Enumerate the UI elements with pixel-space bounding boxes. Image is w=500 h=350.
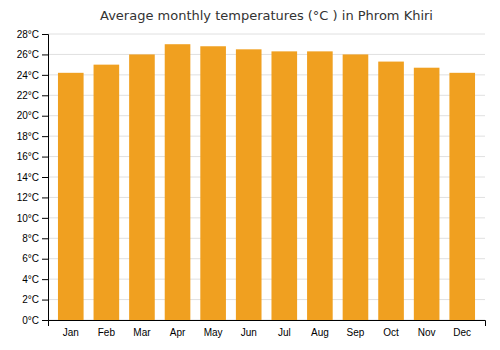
x-tick: Jul (278, 327, 291, 338)
y-tick-label: 6°C (22, 253, 39, 264)
y-tick-mark (42, 95, 48, 96)
bar (449, 73, 475, 320)
y-tick-label: 0°C (22, 315, 39, 326)
y-tick-mark (42, 54, 48, 55)
y-tick: 26°C (17, 49, 48, 60)
y-tick: 24°C (17, 70, 48, 81)
chart: 0°C 2°C 4°C 6°C 8°C 10°C 12°C 14°C 16°C 18°C 20°C 2… (0, 0, 500, 350)
y-tick-label: 20°C (17, 110, 39, 121)
y-tick: 22°C (17, 90, 48, 101)
bar (129, 54, 155, 320)
y-tick: 0°C (22, 315, 48, 326)
bar (414, 68, 440, 320)
y-tick-label: 28°C (17, 29, 39, 40)
bar (271, 51, 297, 320)
y-tick: 2°C (22, 294, 48, 305)
y-tick-label: 8°C (22, 233, 39, 244)
y-tick: 16°C (17, 151, 48, 162)
bar (94, 65, 120, 320)
y-tick: 4°C (22, 274, 48, 285)
y-tick-label: 22°C (17, 90, 39, 101)
x-tick: Oct (383, 327, 399, 338)
x-axis-line (49, 321, 486, 327)
y-tick-mark (42, 136, 48, 137)
bar (236, 49, 262, 320)
x-tick-label: Nov (418, 327, 436, 338)
y-tick-label: 18°C (17, 131, 39, 142)
y-tick-mark (42, 157, 48, 158)
x-tick-label: Jan (63, 327, 79, 338)
bars (58, 44, 475, 320)
y-tick: 14°C (17, 172, 48, 183)
x-tick-label: Apr (170, 327, 186, 338)
y-tick-mark (42, 34, 48, 35)
y-tick-label: 12°C (17, 192, 39, 203)
y-tick-label: 14°C (17, 172, 39, 183)
x-tick: May (204, 327, 223, 338)
y-tick-label: 24°C (17, 70, 39, 81)
y-tick: 6°C (22, 253, 48, 264)
y-tick-mark (42, 279, 48, 280)
x-tick-label: Sep (347, 327, 365, 338)
title: Average monthly temperatures (°C ) in Ph… (100, 8, 433, 23)
plot: 0°C 2°C 4°C 6°C 8°C 10°C 12°C 14°C 16°C 18°C 20°C 2… (17, 29, 486, 338)
bar (343, 54, 369, 320)
bar (307, 51, 333, 320)
x-tick: Jan (63, 327, 79, 338)
y-tick: 18°C (17, 131, 48, 142)
x-tick: Nov (418, 327, 436, 338)
y-tick-mark (42, 300, 48, 301)
x-tick: Jun (241, 327, 257, 338)
y-tick-mark (42, 259, 48, 260)
x-tick: Dec (453, 327, 471, 338)
y-tick-mark (42, 218, 48, 219)
y-tick-mark (42, 177, 48, 178)
y-tick: 12°C (17, 192, 48, 203)
x-axis: Jan Feb Mar Apr May Jun Jul Aug Sep Oct Nov Dec (49, 321, 486, 339)
y-tick-mark (42, 75, 48, 76)
y-axis-line (42, 35, 49, 321)
y-axis: 0°C 2°C 4°C 6°C 8°C 10°C 12°C 14°C 16°C 18°C 20°C 2… (17, 29, 49, 326)
y-tick-mark (42, 238, 48, 239)
grid-line (48, 54, 485, 55)
y-tick: 8°C (22, 233, 48, 244)
x-tick: Feb (98, 327, 116, 338)
x-tick: Mar (133, 327, 151, 338)
bar (58, 73, 84, 320)
x-tick-label: Dec (453, 327, 471, 338)
y-tick-label: 2°C (22, 294, 39, 305)
bar (165, 44, 191, 320)
x-tick-label: Jun (241, 327, 257, 338)
bar (378, 62, 404, 320)
x-tick: Sep (347, 327, 365, 338)
x-tick-label: Jul (278, 327, 291, 338)
x-tick: Apr (170, 327, 186, 338)
y-tick: 20°C (17, 110, 48, 121)
y-tick-label: 16°C (17, 151, 39, 162)
bar (200, 46, 226, 320)
x-tick-label: Oct (383, 327, 399, 338)
x-tick-label: May (204, 327, 223, 338)
y-tick-mark (42, 116, 48, 117)
y-tick: 10°C (17, 213, 48, 224)
x-tick: Aug (311, 327, 329, 338)
x-tick-label: Mar (133, 327, 151, 338)
y-tick-label: 26°C (17, 49, 39, 60)
grid (48, 34, 485, 320)
y-tick-label: 4°C (22, 274, 39, 285)
x-tick-label: Aug (311, 327, 329, 338)
y-tick-mark (42, 320, 48, 321)
x-tick-label: Feb (98, 327, 116, 338)
y-tick-mark (42, 197, 48, 198)
y-tick-label: 10°C (17, 213, 39, 224)
y-tick: 28°C (17, 29, 48, 40)
grid-line (48, 34, 485, 35)
